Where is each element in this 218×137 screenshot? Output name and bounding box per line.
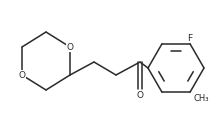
Text: O: O [66,42,73,52]
Text: O: O [136,91,143,100]
Text: CH₃: CH₃ [193,94,208,103]
Text: F: F [187,34,192,43]
Text: O: O [19,71,26,79]
